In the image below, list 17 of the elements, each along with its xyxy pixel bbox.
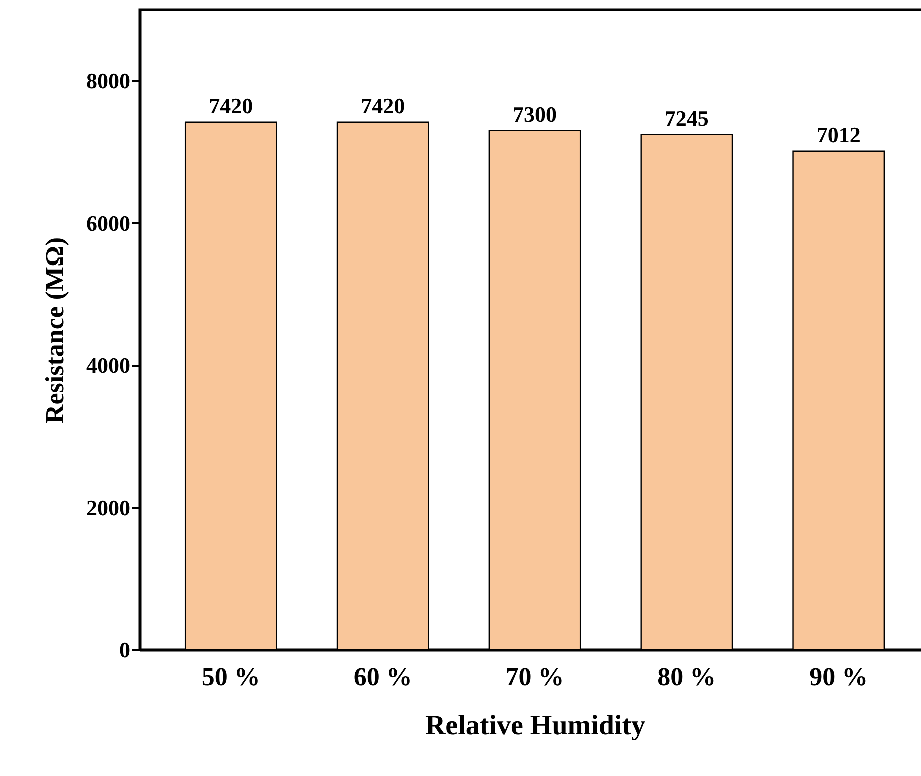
x-tick-label: 60 %	[354, 662, 412, 692]
data-label: 7420	[209, 93, 254, 118]
data-label: 7245	[664, 106, 709, 131]
x-tick-label: 80 %	[658, 662, 716, 692]
y-axis-title: Resistance (MΩ)	[40, 237, 70, 424]
data-label: 7012	[816, 122, 861, 148]
y-tick-label: 2000	[86, 495, 130, 520]
y-tick-label: 0	[120, 638, 130, 662]
x-tick-label: 90 %	[810, 662, 868, 692]
y-tick-label: 6000	[86, 210, 130, 236]
x-tick-label: 50 %	[202, 662, 260, 692]
x-tick-label: 70 %	[506, 662, 564, 692]
y-tick-label: 4000	[86, 353, 130, 378]
data-label: 7300	[513, 102, 557, 127]
x-axis-title: Relative Humidity	[425, 710, 646, 742]
y-tick-label: 8000	[86, 68, 130, 94]
data-label: 7420	[361, 93, 406, 118]
